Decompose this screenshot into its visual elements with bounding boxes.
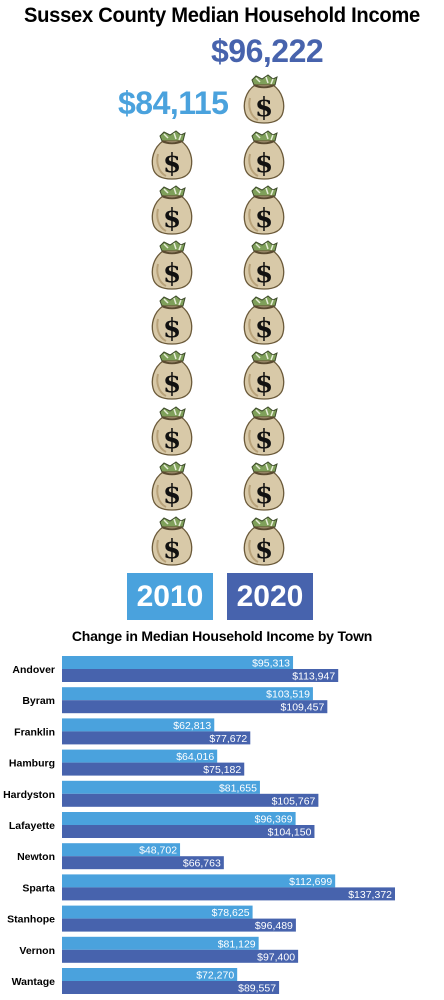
value-label-2010: $84,115 bbox=[118, 85, 229, 121]
money-bag-icon: $ bbox=[151, 461, 193, 511]
bar-value-label: $96,369 bbox=[255, 814, 293, 826]
town-label: Wantage bbox=[12, 976, 56, 988]
bar-value-label: $105,767 bbox=[272, 795, 316, 807]
bar-value-label: $62,813 bbox=[173, 720, 211, 732]
year-box-2020: 2020 bbox=[227, 573, 313, 620]
bar-2020 bbox=[62, 856, 224, 870]
bar-2020 bbox=[62, 825, 315, 838]
bar-2010 bbox=[62, 656, 294, 669]
bar-value-label: $109,457 bbox=[281, 702, 325, 714]
svg-text:$: $ bbox=[163, 480, 181, 510]
town-label: Andover bbox=[12, 664, 55, 676]
bar-value-label: $97,400 bbox=[257, 951, 295, 963]
bar-2010 bbox=[62, 843, 181, 857]
bar-2020 bbox=[62, 669, 339, 682]
bar-value-label: $95,313 bbox=[252, 658, 290, 670]
town-label: Franklin bbox=[14, 726, 55, 738]
bar-value-label: $75,182 bbox=[203, 764, 241, 776]
money-bag-icon: $ bbox=[151, 129, 193, 180]
town-label: Stanhope bbox=[7, 914, 55, 926]
svg-text:$: $ bbox=[163, 259, 181, 289]
bar-2010 bbox=[62, 905, 253, 919]
bar-2010 bbox=[62, 687, 313, 701]
town-label: Hardyston bbox=[3, 789, 55, 801]
svg-text:$: $ bbox=[255, 535, 273, 565]
bar-value-label: $104,150 bbox=[268, 827, 312, 839]
money-bag-icon: $ bbox=[243, 350, 285, 401]
money-bag-icon: $ bbox=[243, 129, 285, 180]
svg-text:$: $ bbox=[163, 425, 181, 455]
bar-value-label: $113,947 bbox=[292, 671, 335, 683]
value-label-2020: $96,222 bbox=[211, 33, 324, 69]
bar-2020 bbox=[62, 700, 328, 714]
money-bag-icon: $ bbox=[243, 295, 285, 345]
bar-2010 bbox=[62, 780, 260, 794]
page-title: Sussex County Median Household Income bbox=[24, 4, 420, 27]
bar-2020 bbox=[62, 793, 319, 807]
svg-text:$: $ bbox=[255, 259, 273, 289]
bar-2010 bbox=[62, 968, 238, 981]
town-label: Vernon bbox=[19, 945, 55, 957]
year-box-2010: 2010 bbox=[127, 573, 213, 620]
money-bag-icon: $ bbox=[243, 405, 285, 456]
bar-value-label: $72,270 bbox=[196, 970, 234, 982]
bar-value-label: $96,489 bbox=[255, 920, 293, 932]
money-bag-icon: $ bbox=[151, 405, 193, 456]
money-bag-icon: $ bbox=[243, 74, 285, 125]
money-bag-icon: $ bbox=[151, 240, 193, 290]
bar-value-label: $137,372 bbox=[348, 889, 392, 901]
svg-text:$: $ bbox=[255, 149, 273, 179]
bar-2010 bbox=[62, 749, 218, 763]
bar-value-label: $112,699 bbox=[289, 876, 332, 888]
svg-text:$: $ bbox=[163, 369, 181, 399]
svg-text:$: $ bbox=[163, 204, 181, 234]
bar-value-label: $81,129 bbox=[218, 938, 256, 950]
bar-value-label: $64,016 bbox=[176, 751, 214, 763]
town-label: Hamburg bbox=[9, 758, 55, 770]
bar-2020 bbox=[62, 887, 395, 901]
money-bag-icon: $ bbox=[243, 240, 285, 290]
town-label: Lafayette bbox=[9, 820, 55, 832]
bar-2020 bbox=[62, 981, 280, 994]
money-bag-icon: $ bbox=[151, 350, 193, 401]
bar-value-label: $48,702 bbox=[139, 845, 177, 857]
bar-2010 bbox=[62, 812, 296, 825]
svg-text:$: $ bbox=[255, 314, 273, 344]
svg-text:$: $ bbox=[163, 314, 181, 344]
town-label: Sparta bbox=[22, 882, 55, 894]
money-bag-icon: $ bbox=[243, 461, 285, 511]
svg-text:$: $ bbox=[163, 149, 181, 179]
svg-text:$: $ bbox=[163, 535, 181, 565]
bar-value-label: $81,655 bbox=[219, 782, 257, 794]
bar-value-label: $78,625 bbox=[212, 907, 250, 919]
town-label: Newton bbox=[17, 851, 55, 863]
svg-text:$: $ bbox=[255, 93, 273, 123]
svg-text:$: $ bbox=[255, 425, 273, 455]
bar-2020 bbox=[62, 949, 299, 963]
money-bag-icon: $ bbox=[151, 516, 193, 566]
bar-2020 bbox=[62, 918, 296, 932]
bar-2020 bbox=[62, 731, 251, 745]
bar-value-label: $77,672 bbox=[209, 733, 247, 745]
svg-text:$: $ bbox=[255, 369, 273, 399]
income-bar-chart: Andover $95,313$113,947 Byram $103,519$109,… bbox=[3, 656, 395, 995]
bar-chart-title: Change in Median Household Income by Tow… bbox=[71, 628, 373, 644]
bar-2020 bbox=[62, 762, 245, 776]
bar-2010 bbox=[62, 936, 259, 950]
bar-2010 bbox=[62, 874, 336, 888]
bar-value-label: $103,519 bbox=[266, 689, 310, 701]
town-label: Byram bbox=[22, 695, 55, 707]
money-bag-icon: $ bbox=[151, 185, 193, 235]
money-bag-icon: $ bbox=[243, 516, 285, 566]
money-bag-icon: $ bbox=[151, 295, 193, 345]
svg-text:$: $ bbox=[255, 204, 273, 234]
money-bag-icon: $ bbox=[243, 185, 285, 235]
svg-text:$: $ bbox=[255, 480, 273, 510]
bar-value-label: $89,557 bbox=[238, 983, 276, 995]
bar-value-label: $66,763 bbox=[183, 858, 221, 870]
bar-2010 bbox=[62, 718, 215, 732]
